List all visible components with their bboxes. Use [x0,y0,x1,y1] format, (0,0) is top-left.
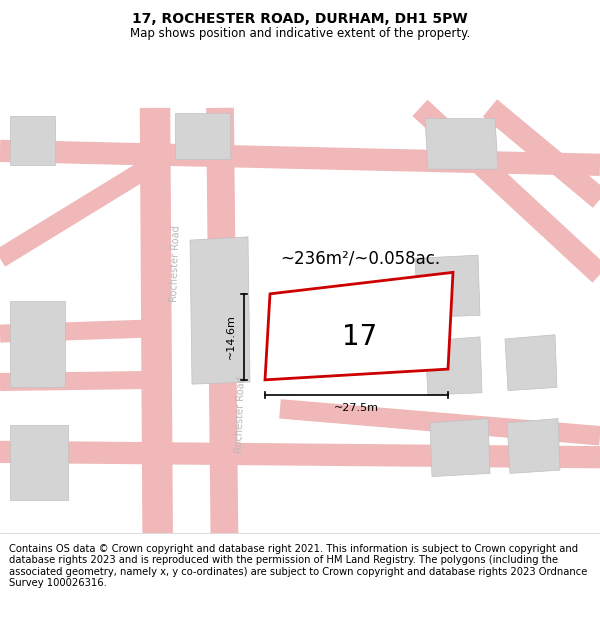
Text: 17, ROCHESTER ROAD, DURHAM, DH1 5PW: 17, ROCHESTER ROAD, DURHAM, DH1 5PW [132,12,468,26]
Polygon shape [430,419,490,477]
Polygon shape [507,419,560,473]
Polygon shape [175,113,230,159]
Text: Contains OS data © Crown copyright and database right 2021. This information is : Contains OS data © Crown copyright and d… [9,544,587,588]
Polygon shape [425,119,498,169]
Text: ~27.5m: ~27.5m [334,402,379,412]
Polygon shape [265,272,453,380]
Polygon shape [10,425,68,500]
Polygon shape [10,301,65,388]
Text: Rochester Road: Rochester Road [169,225,181,302]
Text: 17: 17 [343,323,377,351]
Text: Rochester Road: Rochester Road [233,376,247,452]
Text: Map shows position and indicative extent of the property.: Map shows position and indicative extent… [130,27,470,40]
Text: ~14.6m: ~14.6m [226,314,236,359]
Polygon shape [505,335,557,391]
Polygon shape [425,337,482,395]
Polygon shape [415,255,480,318]
Text: ~236m²/~0.058ac.: ~236m²/~0.058ac. [280,249,440,268]
Polygon shape [10,116,55,165]
Polygon shape [190,237,250,384]
